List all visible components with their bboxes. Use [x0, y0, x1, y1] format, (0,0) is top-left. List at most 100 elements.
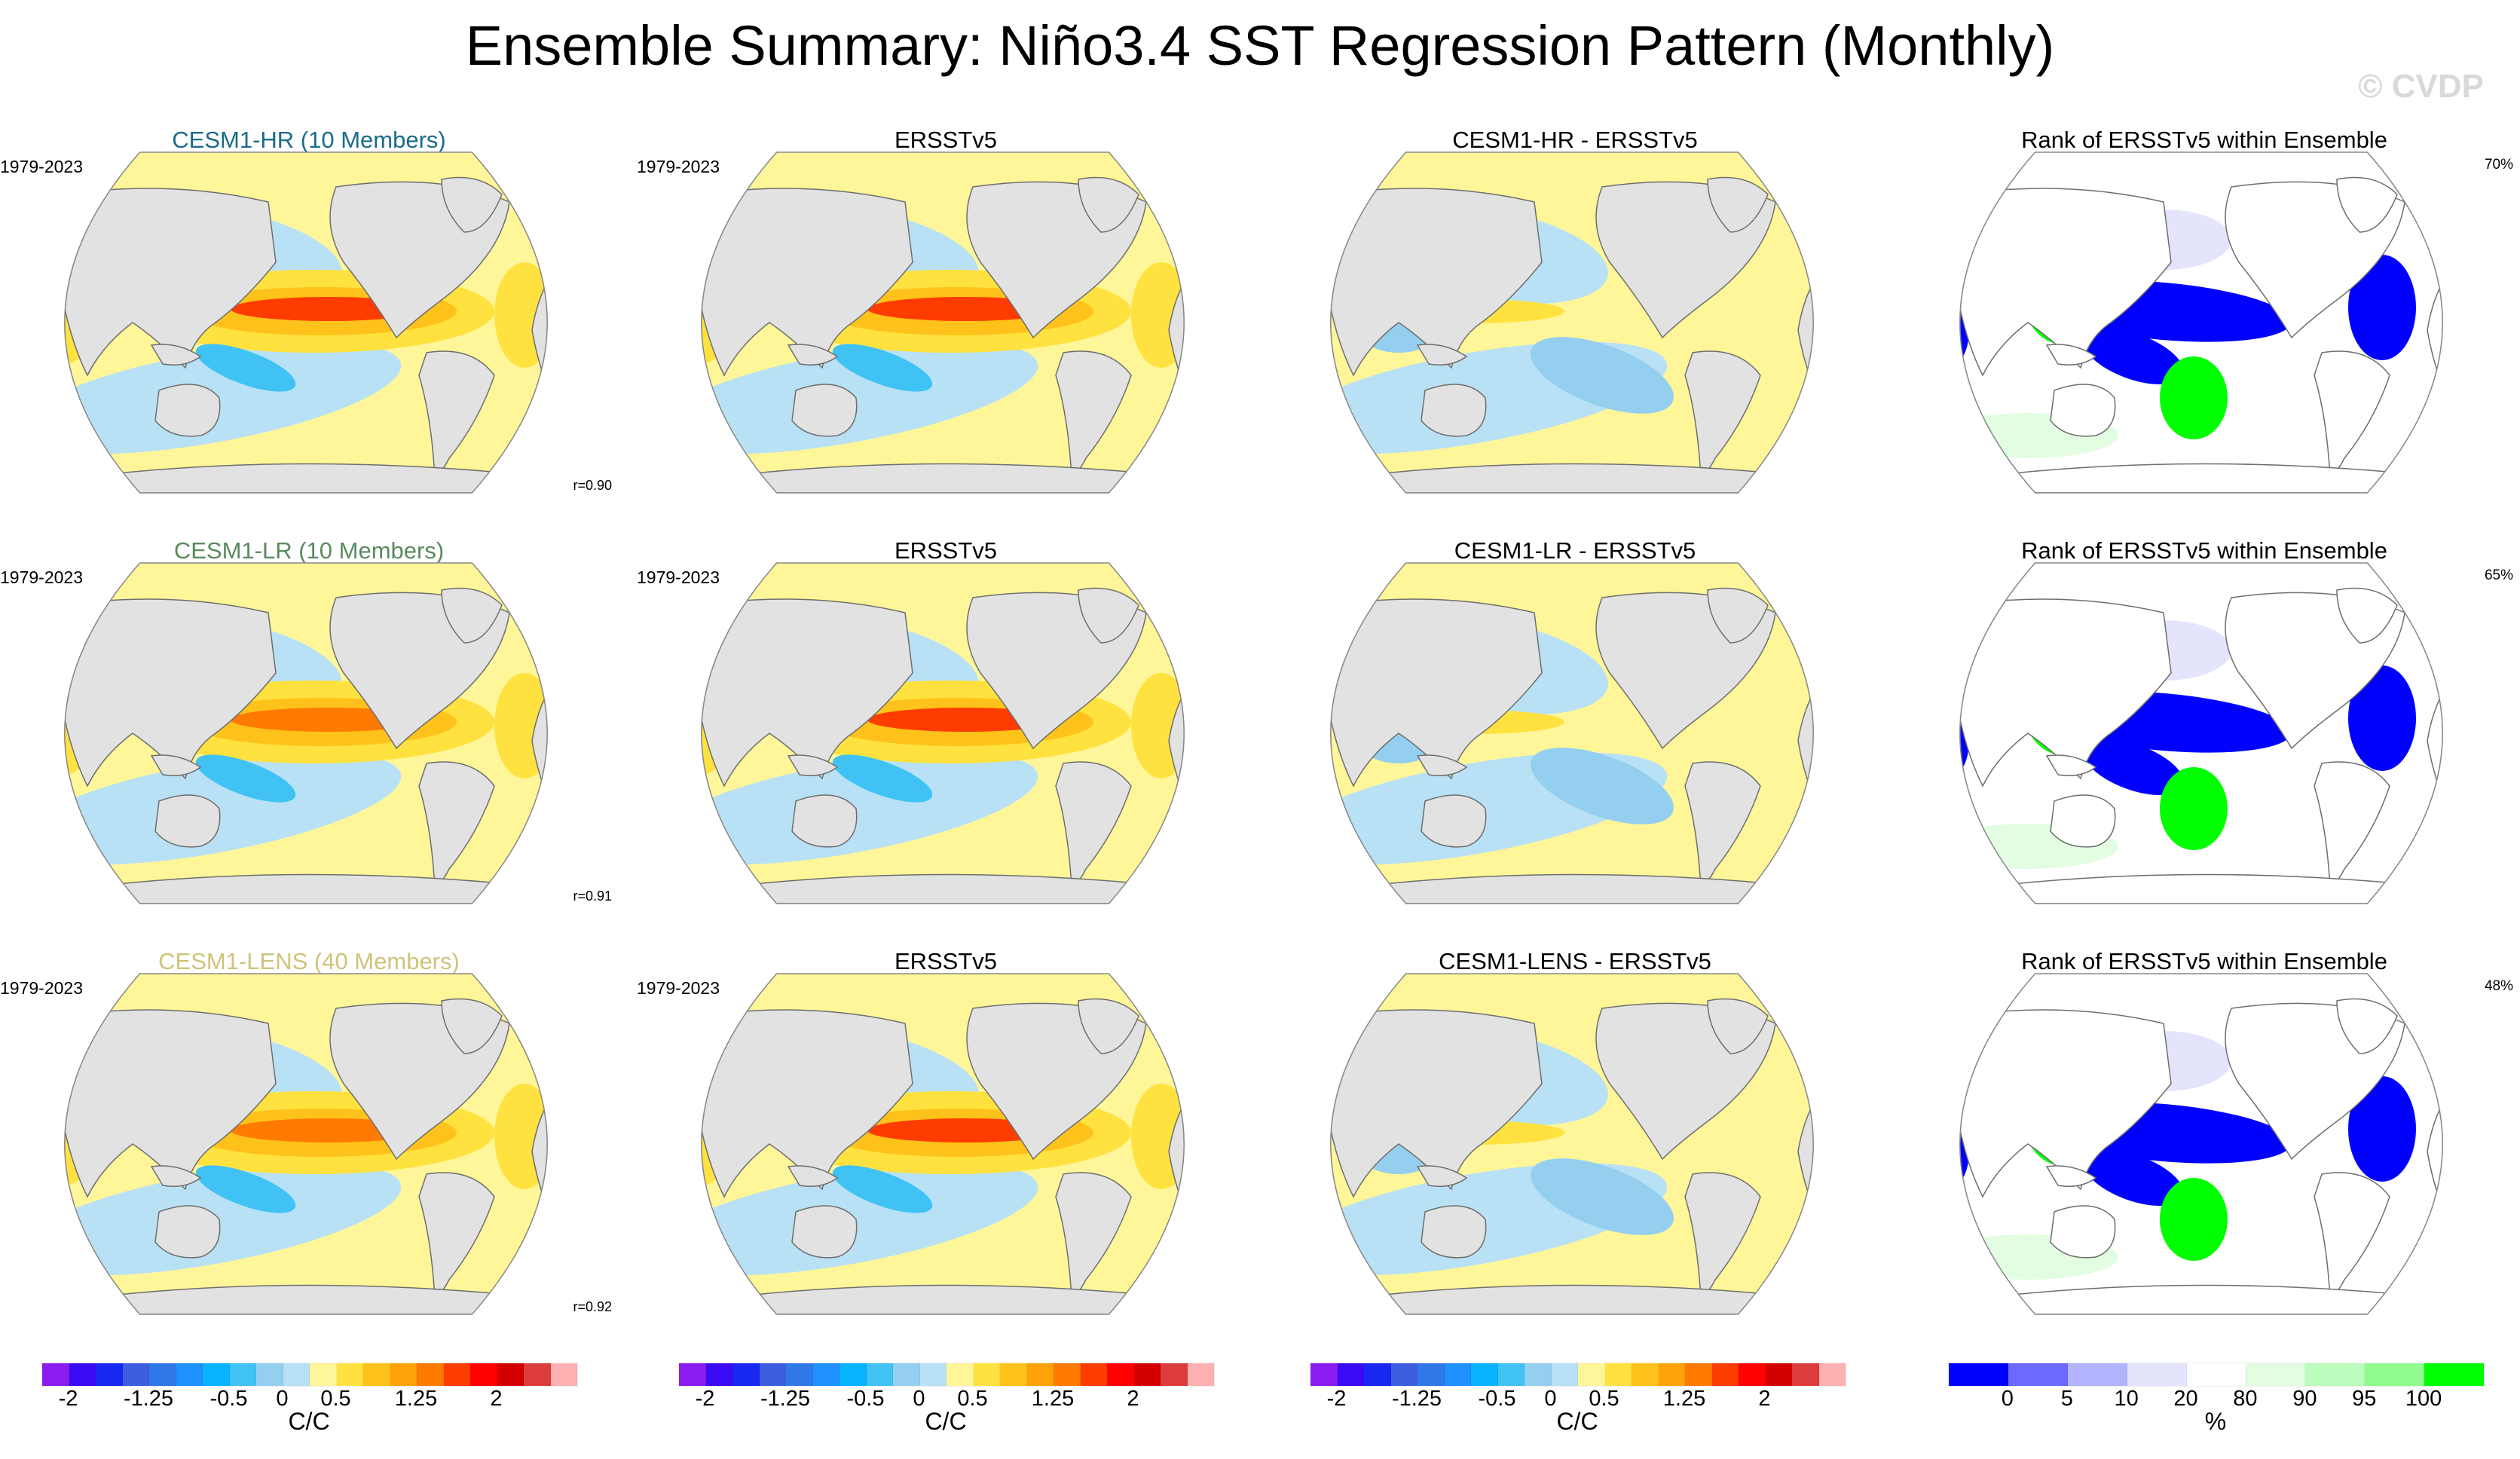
land-greenland — [1078, 176, 1139, 233]
colorbar-tick-label: 100 — [2405, 1387, 2442, 1411]
land-australia — [1421, 794, 1487, 848]
rank-low-atlantic — [2348, 255, 2416, 360]
negative-lobe-south — [832, 1165, 933, 1213]
land-greenland — [1078, 587, 1139, 644]
map-field — [701, 563, 1185, 904]
period-label: 1979-2023 — [637, 978, 720, 998]
colorbar-tick-label: 0 — [2001, 1387, 2014, 1411]
land-greenland — [2336, 587, 2398, 644]
land-greenland — [2336, 998, 2398, 1054]
period-label: 1979-2023 — [637, 157, 720, 176]
panel-title: Rank of ERSSTv5 within Ensemble — [2021, 127, 2387, 153]
map-border — [1330, 151, 1814, 494]
colorbar-tick-label: 80 — [2233, 1387, 2258, 1411]
land-south-america — [418, 1172, 495, 1294]
land-australia — [2050, 384, 2116, 437]
colorbar-tick-label: 2 — [1127, 1387, 1139, 1411]
rank-high-south-pacific — [2160, 767, 2228, 850]
colorbar-swatch — [310, 1363, 337, 1386]
colorbar-swatch — [2246, 1363, 2306, 1386]
colorbar-swatch — [1949, 1363, 2008, 1386]
pattern-correlation-label: r=0.91 — [573, 889, 612, 904]
colorbar-swatch — [1364, 1363, 1391, 1386]
panel-title: CESM1-LENS (40 Members) — [158, 948, 460, 974]
rank-low-atlantic — [2348, 1076, 2416, 1182]
colorbar-swatch — [1711, 1363, 1739, 1386]
map-field — [64, 974, 548, 1314]
land-antarctica — [1382, 873, 1777, 904]
panel-r3-c2: ERSSTv5 1979-2023 — [637, 948, 1255, 1355]
land-australia — [791, 794, 858, 848]
map-field — [1330, 974, 1814, 1314]
colorbar-swatch — [2067, 1363, 2127, 1386]
land-greenland — [441, 587, 503, 644]
warm-tongue-peak — [253, 303, 389, 315]
land-australia — [154, 384, 221, 437]
map-plot — [64, 151, 548, 494]
land-maritime-continent — [787, 1165, 839, 1187]
map-plot — [1330, 151, 1814, 494]
warm-tongue-peak — [890, 303, 1026, 315]
colorbar-swatch — [390, 1363, 417, 1386]
land-maritime-continent — [150, 754, 202, 776]
colorbar-swatch — [2186, 1363, 2246, 1386]
colorbar-tick-label: 5 — [2060, 1387, 2073, 1411]
colorbar-swatch — [336, 1363, 363, 1386]
colorbar-swatch — [1107, 1363, 1134, 1386]
panel-title: CESM1-LR (10 Members) — [173, 537, 445, 564]
colorbar-swatch — [1054, 1363, 1081, 1386]
panel-r3-c1: CESM1-LENS (40 Members) 1979-2023 r=0.92 — [0, 948, 618, 1355]
land-antarctica — [116, 873, 511, 904]
colorbar-swatch — [203, 1363, 230, 1386]
colorbar-swatch — [256, 1363, 283, 1386]
colorbar-swatch — [1658, 1363, 1685, 1386]
land-africa — [1168, 1083, 1185, 1243]
colorbar-swatch — [443, 1363, 470, 1386]
colorbar-tick-label: -0.5 — [1478, 1387, 1516, 1411]
negative-lobe-south — [195, 344, 296, 392]
colorbar-swatch — [839, 1363, 867, 1386]
colorbar-unit-label: C/C — [925, 1408, 967, 1435]
colorbar-swatch — [1133, 1363, 1161, 1386]
land-south-america — [418, 761, 495, 883]
rank-high-south-pacific — [2160, 356, 2228, 439]
land-south-america — [1055, 350, 1132, 473]
colorbar-swatches — [678, 1363, 1215, 1387]
map-field — [64, 563, 548, 904]
land-maritime-continent — [2045, 344, 2097, 366]
difference-negative-south — [1531, 337, 1674, 414]
land-maritime-continent — [1416, 1165, 1468, 1187]
colorbar-tick-label: 0.5 — [1589, 1387, 1619, 1411]
colorbar-swatch — [470, 1363, 497, 1386]
land-australia — [2050, 1205, 2116, 1259]
panel-r1-c1: CESM1-HR (10 Members) 1979-2023 r=0.90 — [0, 127, 618, 534]
colorbar-tick-label: 0 — [276, 1387, 289, 1411]
map-border — [1959, 562, 2443, 904]
land-australia — [1421, 1205, 1487, 1259]
map-plot — [1959, 562, 2443, 904]
panel-r2-c1: CESM1-LR (10 Members) 1979-2023 r=0.91 — [0, 537, 618, 944]
colorbar-swatch — [866, 1363, 893, 1386]
land-antarctica — [116, 463, 511, 493]
map-field — [1330, 563, 1814, 904]
land-south-america — [2314, 350, 2390, 473]
map-border — [64, 973, 548, 1315]
land-south-america — [1684, 350, 1761, 473]
pattern-correlation-label: r=0.92 — [573, 1299, 612, 1314]
colorbar-swatch — [1632, 1363, 1659, 1386]
regression-colorbar: -2 -1.25 -0.5 0 0.5 1.25 2 C/C — [678, 1349, 1221, 1435]
colorbar-swatch — [947, 1363, 974, 1386]
colorbar-swatch — [176, 1363, 203, 1386]
colorbar-tick-label: -1.25 — [760, 1387, 811, 1411]
colorbar-swatch — [1026, 1363, 1054, 1386]
land-africa — [531, 672, 548, 833]
watermark: © CVDP — [2358, 68, 2484, 105]
rank-high-south-pacific — [2160, 1178, 2228, 1261]
land-australia — [1421, 384, 1487, 437]
land-antarctica — [2011, 1284, 2406, 1314]
land-antarctica — [1382, 463, 1777, 493]
land-greenland — [2336, 176, 2398, 233]
regression-colorbar: -2 -1.25 -0.5 0 0.5 1.25 2 C/C — [41, 1349, 584, 1435]
colorbar-swatch — [812, 1363, 839, 1386]
land-australia — [791, 384, 858, 437]
